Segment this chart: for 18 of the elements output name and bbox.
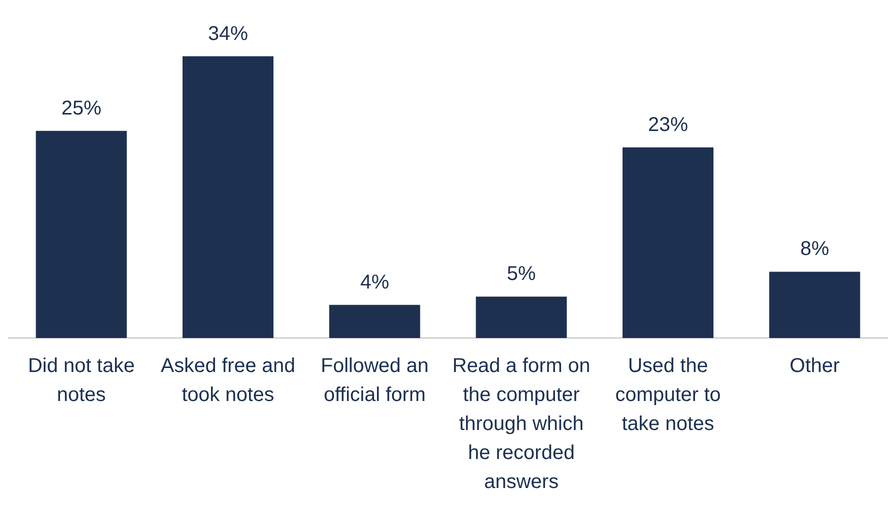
data-label: 25% [61, 97, 102, 120]
bar [182, 56, 274, 338]
data-label: 5% [506, 263, 536, 286]
data-label: 8% [800, 238, 830, 260]
bar [622, 147, 714, 338]
data-label: 23% [648, 114, 688, 136]
x-tick-label: Used the computer to take notes [615, 355, 721, 436]
bar [769, 272, 860, 338]
bar [476, 296, 567, 338]
x-tick-label: Asked free and took notes [160, 355, 296, 406]
x-tick-label: Other [790, 355, 840, 378]
bar [36, 130, 127, 338]
x-tick-label: Followed an official form [320, 355, 429, 406]
bar [329, 304, 420, 338]
x-tick-label: Did not take notes [28, 355, 135, 406]
data-label: 4% [360, 271, 390, 294]
x-tick-label: Read a form on the computer through which he recorded answers [452, 355, 590, 494]
data-label: 34% [208, 22, 248, 45]
